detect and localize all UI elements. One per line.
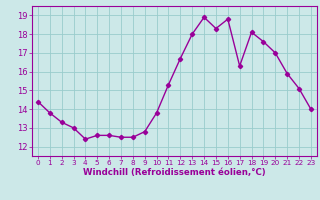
X-axis label: Windchill (Refroidissement éolien,°C): Windchill (Refroidissement éolien,°C) [83, 168, 266, 177]
